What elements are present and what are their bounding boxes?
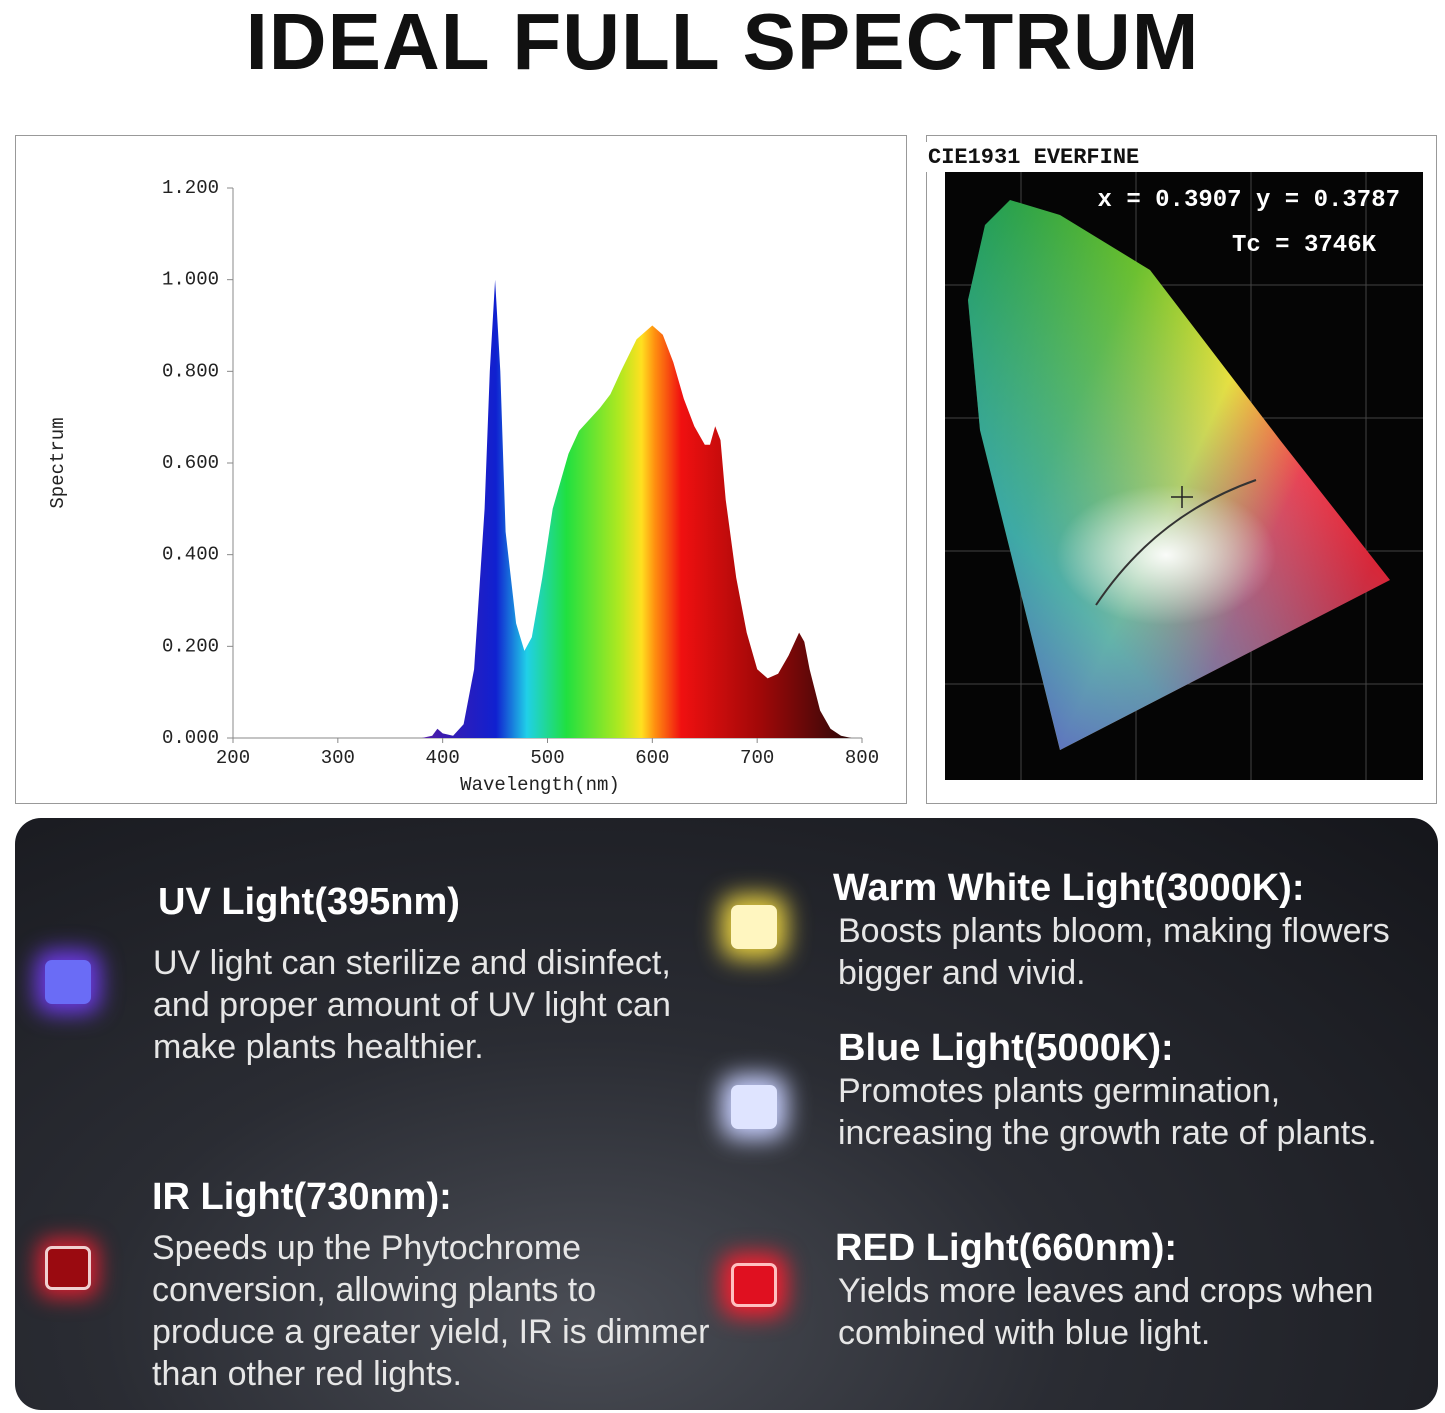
y-axis-label: Spectrum	[47, 417, 69, 508]
feature-title: IR Light(730nm):	[152, 1176, 452, 1218]
feature: Warm White Light(3000K): Boosts plants b…	[833, 866, 1413, 994]
cie-coords: x = 0.3907 y = 0.3787	[1098, 187, 1400, 214]
x-tick-label: 300	[321, 747, 355, 769]
feature-text: UV light can sterilize and disinfect, an…	[153, 944, 671, 1066]
y-tick-label: 1.000	[162, 269, 219, 291]
features-panel: UV Light(395nm) UV light can sterilize a…	[15, 818, 1438, 1410]
x-tick-label: 800	[845, 747, 879, 769]
x-tick-label: 200	[216, 747, 250, 769]
spectrum-chart: Spectrum Wavelength(nm) 0.000 0.200 0.400 0…	[15, 135, 907, 804]
feature: Blue Light(5000K): Promotes plants germi…	[838, 1026, 1428, 1154]
warm-white-icon	[731, 905, 777, 949]
y-tick-label: 1.200	[162, 177, 219, 199]
feature: UV Light(395nm) UV light can sterilize a…	[153, 880, 703, 1068]
cie-gamut-blue	[968, 200, 1390, 750]
page-title: IDEAL FULL SPECTRUM	[245, 0, 1200, 86]
feature-text: Boosts plants bloom, making flowers bigg…	[838, 912, 1390, 992]
x-tick-label: 500	[530, 747, 564, 769]
x-tick-label: 400	[426, 747, 460, 769]
y-tick-label: 0.400	[162, 544, 219, 566]
feature: IR Light(730nm): Speeds up the Phytochro…	[152, 1175, 712, 1395]
y-tick-label: 0.800	[162, 360, 219, 382]
feature-text: Yields more leaves and crops when combin…	[838, 1272, 1374, 1352]
x-tick-label: 700	[740, 747, 774, 769]
uv-icon	[45, 960, 91, 1004]
feature: RED Light(660nm): Yields more leaves and…	[835, 1226, 1425, 1354]
cie-white-point	[1056, 485, 1276, 625]
feature-title: Warm White Light(3000K):	[833, 867, 1305, 909]
feature-title: Blue Light(5000K):	[838, 1027, 1174, 1069]
red-icon	[731, 1263, 777, 1307]
ir-icon	[45, 1246, 91, 1290]
cie-label: CIE1931 EVERFINE	[928, 145, 1139, 170]
y-tick-label: 0.000	[162, 727, 219, 749]
y-tick-label: 0.600	[162, 452, 219, 474]
blue-icon	[731, 1085, 777, 1129]
cie-label-bg	[926, 142, 1196, 172]
feature-text: Speeds up the Phytochrome conversion, al…	[152, 1229, 710, 1393]
cie-cct: Tc = 3746K	[1232, 232, 1377, 259]
spectrum-area	[421, 279, 852, 738]
cie-diagram: CIE1931 EVERFINE x = 0.3907 y = 0.3787 T…	[926, 135, 1437, 804]
y-tick-label: 0.200	[162, 635, 219, 657]
cie-crosshair	[1171, 486, 1193, 508]
feature-title: RED Light(660nm):	[835, 1227, 1177, 1269]
feature-text: Promotes plants germination, increasing …	[838, 1072, 1377, 1152]
x-axis-label: Wavelength(nm)	[460, 774, 620, 796]
feature-title: UV Light(395nm)	[158, 881, 460, 923]
planckian-locus	[1095, 479, 1257, 606]
x-tick-label: 600	[635, 747, 669, 769]
